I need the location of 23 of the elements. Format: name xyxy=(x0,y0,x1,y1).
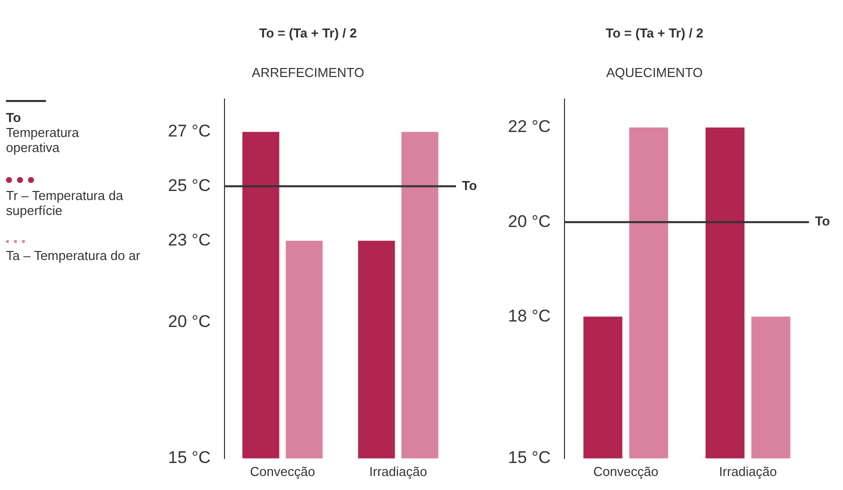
ref-line-label: To xyxy=(815,214,830,229)
chart-title: To = (Ta + Tr) / 2 xyxy=(259,25,357,40)
x-tick-label: Irradiação xyxy=(369,464,428,479)
y-tick-label: 20 °C xyxy=(508,212,551,231)
legend-label: Tr – Temperatura da superfície xyxy=(6,188,124,218)
y-tick-label: 15 °C xyxy=(508,448,551,468)
y-tick-label: 18 °C xyxy=(508,306,551,326)
x-tick-label: Convecção xyxy=(593,464,658,479)
x-tick-label: Irradiação xyxy=(719,464,777,479)
y-tick-label: 23 °C xyxy=(168,230,211,250)
text: To xyxy=(6,110,21,125)
text: Temperatura operativa xyxy=(6,125,80,155)
chart-subtitle: AQUECIMENTO xyxy=(606,64,703,80)
chart-title: To = (Ta + Tr) / 2 xyxy=(606,25,704,40)
x-tick-label: Convecção xyxy=(250,464,316,479)
y-tick-label: 27 °C xyxy=(168,122,211,141)
y-tick-label: 15 °C xyxy=(168,448,211,468)
chart-subtitle: ARREFECIMENTO xyxy=(252,64,364,80)
ref-line-label: To xyxy=(462,178,477,193)
y-tick-label: 25 °C xyxy=(168,176,211,195)
y-tick-label: 20 °C xyxy=(168,312,211,332)
legend-label: Ta – Temperatura do ar xyxy=(6,248,142,263)
y-tick-label: 22 °C xyxy=(508,117,551,136)
